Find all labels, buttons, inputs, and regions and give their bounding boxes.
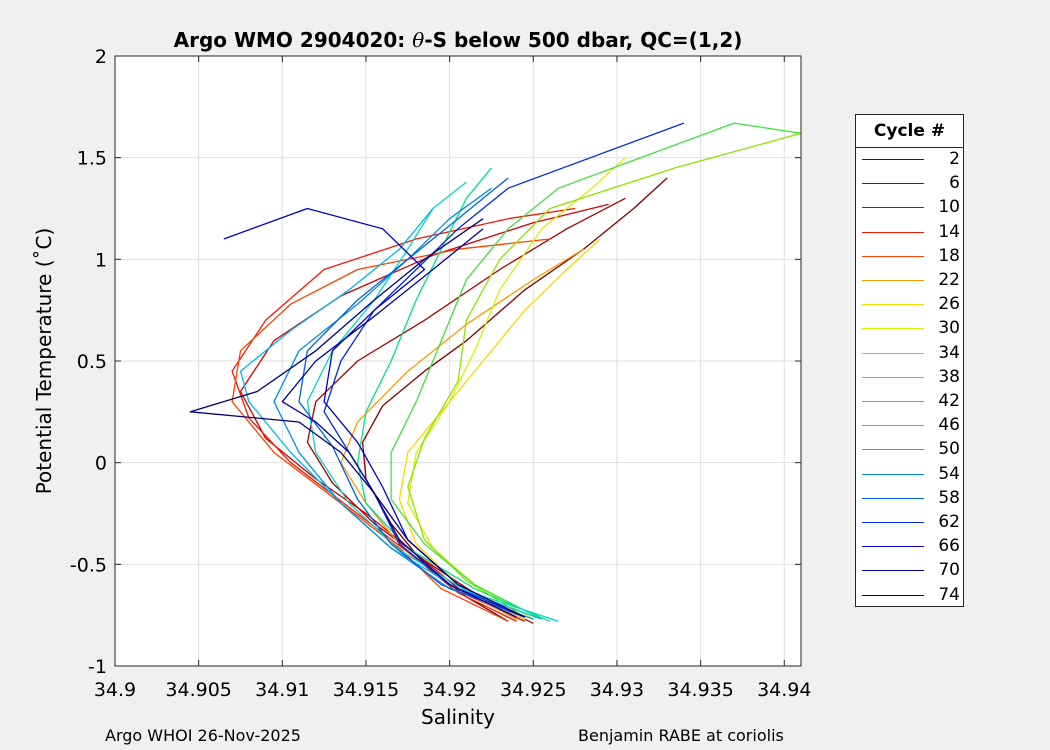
series-line-cycle-10 [239,203,609,622]
x-tick-label: 34.93 [590,679,644,701]
y-tick-label: -1 [88,656,107,678]
legend: Cycle # 2 6 10 14 18 22 26 30 34 38 42 46 50 54 58 62 66… [855,114,964,607]
legend-label: 54 [938,463,960,484]
legend-item: 30 [856,317,963,341]
x-tick-label: 34.915 [333,679,399,701]
legend-swatch [862,401,924,402]
legend-swatch [862,449,924,451]
series-line-cycle-46 [306,181,559,622]
y-tick-label: 0.5 [77,351,107,373]
legend-swatch [862,546,924,548]
series-line-cycle-6 [306,197,626,624]
legend-item: 66 [856,535,963,559]
series-line-cycle-38 [390,122,802,620]
legend-swatch [862,594,924,596]
legend-item: 22 [856,269,963,293]
legend-item: 70 [856,559,963,583]
legend-divider [856,147,963,148]
legend-label: 58 [938,487,960,508]
series-line-cycle-54 [273,187,534,620]
legend-swatch [862,473,924,475]
legend-label: 70 [938,560,960,581]
legend-label: 6 [949,173,960,194]
legend-item: 34 [856,342,963,366]
legend-label: 34 [938,342,960,363]
legend-item: 26 [856,293,963,317]
legend-swatch [862,570,924,572]
legend-item: 62 [856,511,963,535]
y-axis-label: Potential Temperature (˚C) [32,228,56,495]
legend-swatch [862,425,924,427]
x-tick-label: 34.925 [500,679,566,701]
legend-swatch [862,522,924,523]
legend-label: 62 [938,512,960,532]
legend-label: 2 [949,149,960,169]
legend-label: 46 [938,415,960,436]
legend-label: 66 [938,536,960,557]
legend-swatch [862,231,924,233]
legend-swatch [862,376,924,378]
legend-item: 50 [856,438,963,462]
legend-swatch [862,183,924,185]
legend-item: 14 [856,221,963,245]
footer-credit-left: Argo WHOI 26-Nov-2025 [105,726,301,745]
legend-swatch [862,255,924,257]
x-tick-label: 34.92 [422,679,476,701]
series-line-cycle-26 [398,238,601,620]
legend-swatch [862,207,924,209]
series-line-cycle-62 [323,122,685,618]
x-axis-label: Salinity [421,705,495,729]
legend-label: 22 [938,270,960,290]
legend-swatch [862,280,924,281]
x-tick-label: 34.91 [255,679,309,701]
series-line-cycle-70 [281,228,517,618]
legend-label: 14 [938,221,960,242]
y-tick-label: 0 [95,453,107,475]
series-line-cycle-42 [356,167,551,622]
legend-item: 2 [856,148,963,172]
legend-item: 46 [856,414,963,438]
legend-label: 30 [938,318,960,339]
series-line-cycle-58 [298,177,526,618]
x-tick-label: 34.9 [94,679,136,701]
footer-credit-right: Benjamin RABE at coriolis [578,726,784,745]
series-line-cycle-34 [407,132,802,618]
y-tick-label: -0.5 [70,554,107,576]
legend-item: 54 [856,463,963,487]
legend-title: Cycle # [873,121,946,141]
legend-label: 74 [938,584,960,605]
legend-item: 42 [856,390,963,414]
legend-swatch [862,328,924,330]
legend-label: 38 [938,366,960,387]
legend-item: 58 [856,487,963,511]
legend-label: 42 [938,391,960,411]
legend-item: 38 [856,366,963,390]
x-tick-label: 34.935 [667,679,733,701]
legend-swatch [862,497,924,499]
legend-item: 18 [856,245,963,269]
x-tick-label: 34.905 [165,679,231,701]
legend-label: 50 [938,439,960,460]
legend-item: 74 [856,584,963,608]
legend-swatch [862,304,924,306]
series-line-cycle-74 [189,218,526,618]
legend-label: 18 [938,245,960,266]
y-tick-label: 2 [95,46,107,68]
legend-label: 10 [938,197,960,218]
legend-item: 10 [856,196,963,220]
chart-title: Argo WMO 2904020: θ-S below 500 dbar, QC… [174,28,743,52]
legend-swatch [862,159,924,160]
y-tick-label: 1.5 [77,148,107,170]
legend-item: 6 [856,172,963,196]
legend-label: 26 [938,294,960,315]
y-tick-label: 1 [95,249,107,271]
series-line-cycle-30 [407,157,626,620]
series-lines [189,122,802,624]
axis-ticks: 34.9 34.905 34.91 34.915 34.92 34.925 34.93 34.… [70,46,812,701]
x-tick-label: 34.94 [757,679,811,701]
legend-swatch [862,352,924,354]
